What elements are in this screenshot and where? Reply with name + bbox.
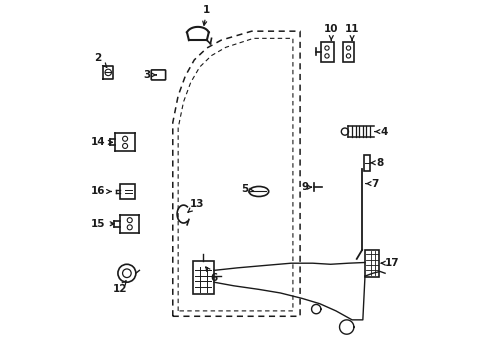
Bar <box>364 249 379 277</box>
Text: 16: 16 <box>91 186 111 197</box>
Bar <box>192 261 214 294</box>
Text: 4: 4 <box>374 127 387 136</box>
Text: 12: 12 <box>112 281 127 294</box>
Text: 2: 2 <box>94 53 106 67</box>
Text: 11: 11 <box>344 24 359 40</box>
Text: 17: 17 <box>381 258 399 268</box>
Text: 15: 15 <box>91 219 114 229</box>
Text: 3: 3 <box>143 70 156 80</box>
Text: 6: 6 <box>205 267 217 283</box>
Text: 14: 14 <box>91 138 112 147</box>
Bar <box>120 184 135 199</box>
Bar <box>320 42 333 62</box>
Text: 1: 1 <box>203 5 210 25</box>
Text: 8: 8 <box>370 158 383 168</box>
Text: 13: 13 <box>187 199 204 212</box>
Text: 5: 5 <box>241 184 253 194</box>
Text: 7: 7 <box>366 179 378 189</box>
Bar <box>343 42 353 62</box>
Text: 10: 10 <box>324 24 338 40</box>
Bar <box>363 155 369 171</box>
Text: 9: 9 <box>301 182 311 192</box>
